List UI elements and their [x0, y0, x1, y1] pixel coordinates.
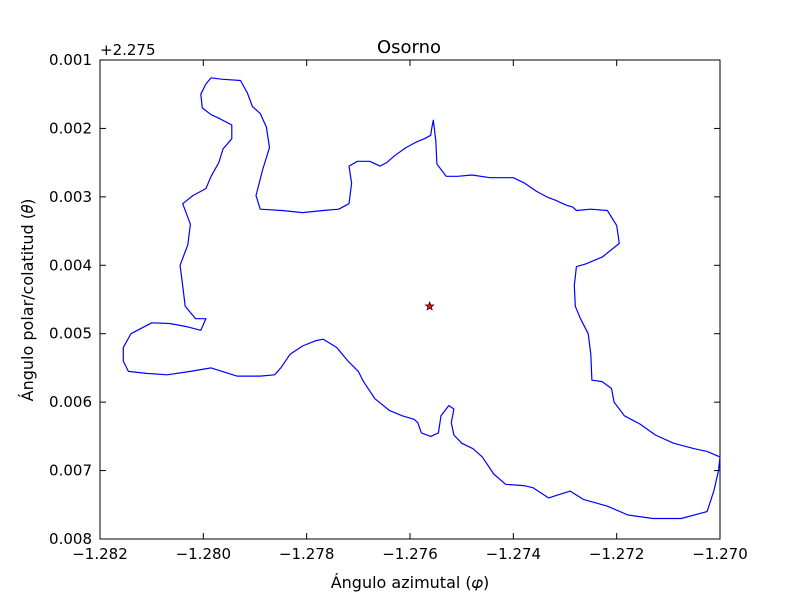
x-tick-label: −1.278	[279, 545, 335, 563]
plot-area	[122, 77, 721, 520]
y-tick-label: 0.003	[49, 188, 92, 206]
x-axis-label: Ángulo azimutal (𝜑)	[331, 573, 490, 592]
y-axis-label: Ángulo polar/colatitud (𝜃)	[18, 199, 37, 402]
x-tick-label: −1.270	[692, 545, 748, 563]
plot-frame	[99, 59, 721, 540]
x-tick-label: −1.282	[72, 545, 128, 563]
boundary-line	[122, 77, 721, 520]
center-star-marker	[424, 300, 435, 311]
y-tick-label: 0.007	[49, 462, 92, 480]
y-tick-label: 0.005	[49, 325, 92, 343]
chart-title: Osorno	[377, 37, 441, 58]
x-tick-label: −1.274	[486, 545, 542, 563]
y-tick-label: 0.006	[49, 393, 92, 411]
y-tick-label: 0.001	[49, 51, 92, 69]
y-offset-label: +2.275	[100, 41, 156, 59]
x-tick-label: −1.280	[176, 545, 232, 563]
y-tick-label: 0.008	[49, 530, 92, 548]
axis-ticks: −1.282 −1.280 −1.278 −1.276 −1.274 −1.272 −1.2…	[49, 51, 748, 563]
y-tick-label: 0.002	[49, 119, 92, 137]
x-tick-label: −1.272	[589, 545, 645, 563]
x-tick-label: −1.276	[382, 545, 438, 563]
y-tick-label: 0.004	[49, 256, 92, 274]
